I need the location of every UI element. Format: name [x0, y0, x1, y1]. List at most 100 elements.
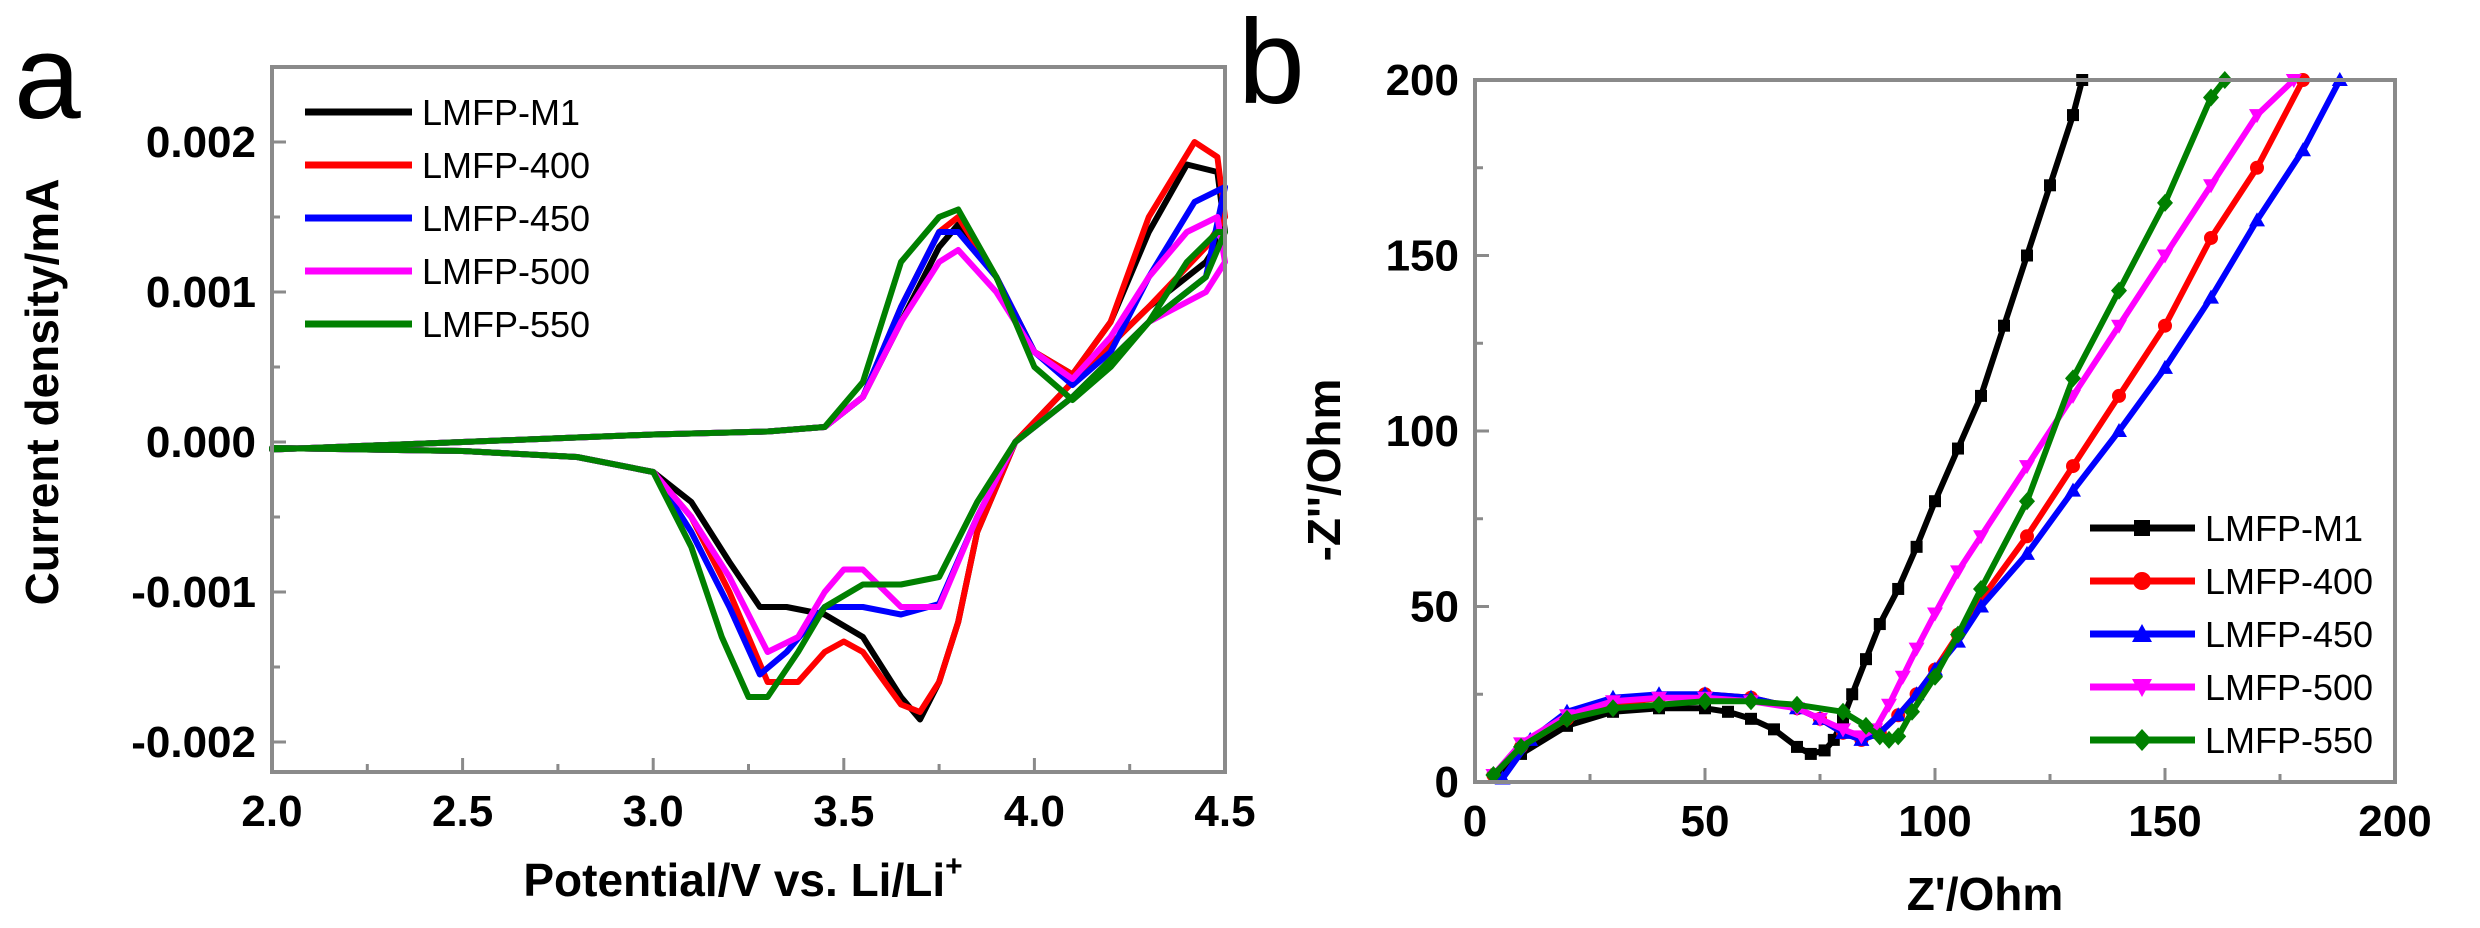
eis-series-line-lmfp-m1 [1495, 79, 2086, 778]
cv-y-tick-label: 0.002 [146, 118, 256, 167]
eis-point-lmfp-m1 [1929, 495, 1941, 508]
eis-axis-ticks: 0 50 100 150 200 0 50 100 150 200 [1386, 56, 2432, 846]
eis-y-axis-title: -Z''/Ohm [1298, 379, 1350, 562]
eis-point-lmfp-500 [1881, 698, 1897, 713]
eis-series-group [1485, 71, 2348, 785]
cv-chart-panel: a Current density/mA Potential/V vs. Li/… [14, 10, 1256, 906]
eis-y-tick-label: 200 [1386, 56, 1459, 105]
cv-x-tick-label: 3.0 [623, 787, 684, 836]
eis-chart-panel: b -Z''/Ohm Z'/Ohm 0 50 100 150 200 0 50 100 150 2… [1238, 0, 2432, 920]
eis-point-lmfp-550 [1559, 709, 1575, 728]
eis-x-tick-label: 100 [1898, 797, 1971, 846]
eis-point-lmfp-m1 [1768, 723, 1780, 736]
eis-y-tick-label: 150 [1386, 232, 1459, 281]
eis-point-lmfp-m1 [2067, 109, 2079, 122]
eis-point-lmfp-500 [1908, 642, 1925, 657]
eis-point-lmfp-450 [2065, 482, 2081, 497]
eis-point-lmfp-m1 [1804, 747, 1817, 760]
eis-point-lmfp-550 [1743, 692, 1759, 711]
eis-legend-label-lmfp-400: LMFP-400 [2205, 561, 2373, 602]
eis-point-lmfp-m1 [2044, 179, 2056, 192]
eis-point-lmfp-m1 [1846, 688, 1859, 701]
eis-point-lmfp-550 [1697, 692, 1713, 711]
cv-y-tick-label: -0.002 [131, 718, 256, 767]
eis-point-lmfp-550 [1973, 579, 1989, 598]
eis-point-lmfp-550 [2157, 193, 2173, 212]
eis-point-lmfp-500 [1927, 607, 1943, 622]
eis-point-lmfp-500 [1812, 712, 1828, 727]
eis-point-lmfp-450 [2157, 359, 2173, 374]
eis-point-lmfp-500 [2157, 249, 2173, 264]
eis-point-lmfp-450 [1973, 598, 1989, 613]
eis-legend-label-lmfp-m1: LMFP-M1 [2205, 508, 2363, 549]
eis-x-tick-label: 0 [1463, 797, 1487, 846]
eis-legend-label-lmfp-550: LMFP-550 [2205, 720, 2373, 761]
cv-y-tick-label: 0.001 [146, 268, 256, 317]
eis-point-lmfp-m1 [1791, 740, 1803, 753]
eis-x-axis-title: Z'/Ohm [1907, 868, 2064, 920]
eis-legend-label-lmfp-450: LMFP-450 [2205, 614, 2373, 655]
eis-legend: LMFP-M1 LMFP-400 LMFP-450 LMFP-500 LMFP-550 [2090, 508, 2373, 761]
eis-point-lmfp-550 [2203, 88, 2219, 107]
eis-point-lmfp-550 [1904, 702, 1920, 721]
eis-point-lmfp-400 [2158, 318, 2172, 333]
cv-x-axis-title-main: Potential/V vs. Li/Li [523, 854, 945, 906]
eis-point-lmfp-550 [1890, 727, 1907, 746]
eis-series-lmfp-500 [1485, 74, 2302, 783]
cv-x-axis-title-superscript: + [945, 850, 963, 883]
eis-point-lmfp-550 [1950, 625, 1966, 644]
cv-x-tick-label: 4.0 [1004, 787, 1065, 836]
cv-series-lmfp-400 [269, 139, 1228, 715]
eis-point-lmfp-500 [2249, 109, 2265, 124]
eis-y-tick-label: 100 [1386, 407, 1459, 456]
cv-y-tick-label: 0.000 [146, 418, 256, 467]
eis-point-lmfp-m1 [1975, 389, 1987, 402]
eis-legend-marker-lmfp-500 [2132, 679, 2152, 697]
panel-b-label: b [1238, 0, 1305, 129]
eis-point-lmfp-550 [1835, 702, 1851, 721]
eis-x-tick-label: 50 [1681, 797, 1730, 846]
eis-legend-marker-lmfp-400 [2133, 572, 2151, 590]
eis-point-lmfp-m1 [1998, 319, 2010, 332]
eis-point-lmfp-400 [2066, 459, 2080, 474]
cv-x-tick-label: 2.0 [241, 787, 302, 836]
eis-point-lmfp-550 [1485, 765, 1502, 784]
eis-point-lmfp-500 [1950, 565, 1966, 580]
eis-point-lmfp-m1 [1952, 442, 1964, 455]
cv-x-tick-label: 2.5 [432, 787, 493, 836]
eis-point-lmfp-500 [1835, 723, 1851, 738]
cv-series-group [269, 139, 1228, 723]
eis-x-tick-label: 150 [2128, 797, 2201, 846]
cv-axis-ticks: 2.0 2.5 3.0 3.5 4.0 4.5 0.002 0.001 0.000 -0.001 -… [131, 118, 1255, 836]
eis-point-lmfp-450 [2203, 289, 2219, 304]
eis-point-lmfp-m1 [1910, 540, 1923, 553]
cv-plot-frame [270, 65, 1227, 774]
eis-point-lmfp-m1 [1873, 618, 1886, 631]
eis-point-lmfp-550 [1858, 716, 1874, 735]
eis-point-lmfp-450 [2295, 142, 2311, 157]
eis-point-lmfp-550 [1927, 667, 1943, 686]
cv-y-tick-label: -0.001 [131, 568, 256, 617]
eis-point-lmfp-450 [2019, 545, 2035, 560]
eis-series-lmfp-550 [1485, 71, 2233, 784]
eis-point-lmfp-m1 [1818, 744, 1831, 757]
eis-point-lmfp-500 [2019, 460, 2035, 475]
cv-legend: LMFP-M1 LMFP-400 LMFP-450 LMFP-500 LMFP-550 [305, 92, 590, 345]
eis-x-tick-label: 200 [2358, 797, 2431, 846]
eis-point-lmfp-550 [1605, 699, 1621, 718]
eis-point-lmfp-500 [2203, 179, 2219, 194]
cv-series-lmfp-550 [269, 206, 1228, 700]
cv-x-axis-title: Potential/V vs. Li/Li+ [523, 850, 962, 906]
eis-plot-frame [1473, 78, 2397, 784]
cv-x-tick-label: 4.5 [1194, 787, 1255, 836]
eis-point-lmfp-400 [2204, 230, 2218, 245]
eis-legend-label-lmfp-500: LMFP-500 [2205, 667, 2373, 708]
eis-point-lmfp-550 [2065, 369, 2081, 388]
eis-point-lmfp-m1 [1892, 582, 1905, 595]
eis-legend-marker-lmfp-m1 [2134, 520, 2150, 536]
eis-point-lmfp-450 [2249, 212, 2265, 227]
cv-legend-label-lmfp-400: LMFP-400 [422, 145, 590, 186]
cv-legend-label-lmfp-450: LMFP-450 [422, 198, 590, 239]
cv-x-tick-label: 3.5 [813, 787, 874, 836]
